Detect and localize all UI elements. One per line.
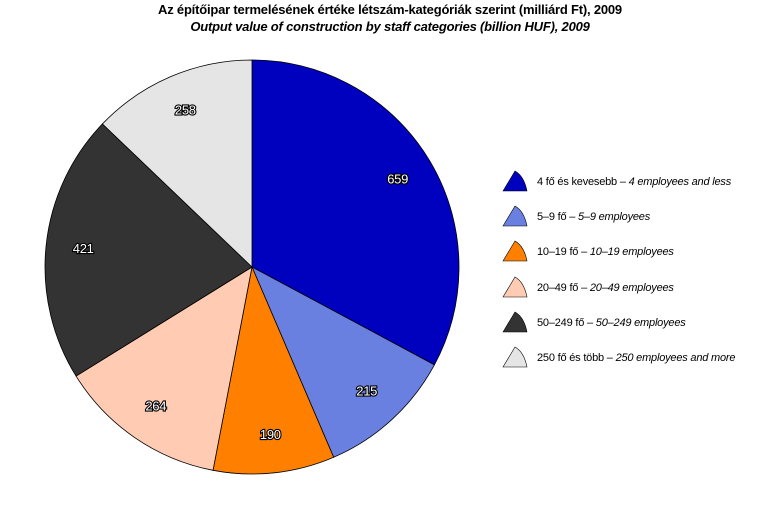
legend-item: 250 fő és több – 250 employees and more <box>502 346 735 381</box>
chart-title: Az építőipar termelésének értéke létszám… <box>158 2 622 17</box>
data-label: 421 <box>73 241 94 256</box>
pie-slices <box>44 59 460 475</box>
legend-item: 50–249 fő – 50–249 employees <box>502 311 735 346</box>
pie-slice <box>251 59 460 366</box>
legend-item: 5–9 fő – 5–9 employees <box>502 205 735 240</box>
data-label: 190 <box>260 427 281 442</box>
pie-slice <box>75 266 253 471</box>
legend-item: 4 fő és kevesebb – 4 employees and less <box>502 170 735 205</box>
pie-wedge-icon <box>502 240 528 262</box>
pie-wedge-icon <box>502 276 528 297</box>
pie-wedge-icon <box>502 205 528 227</box>
legend-label: 250 fő és több – 250 employees and more <box>537 351 736 364</box>
legend-label: 10–19 fő – 10–19 employees <box>537 246 674 259</box>
pie-data-labels: 659 215 190 264 421 258 <box>72 101 410 443</box>
chart-subtitle: Output value of construction by staff ca… <box>190 19 590 34</box>
data-label: 264 <box>145 398 166 413</box>
legend: 4 fő és kevesebb – 4 employees and less … <box>502 170 735 381</box>
legend-item: 10–19 fő – 10–19 employees <box>502 240 735 275</box>
legend-label: 4 fő és kevesebb – 4 employees and less <box>537 176 732 188</box>
legend-label: 50–249 fő – 50–249 employees <box>537 316 686 329</box>
legend-label: 5–9 fő – 5–9 employees <box>537 211 651 224</box>
pie-slice <box>44 123 253 377</box>
data-label: 659 <box>387 171 408 186</box>
pie-wedge-icon <box>502 346 528 368</box>
pie-slice <box>212 265 335 475</box>
pie-wedge-icon <box>502 170 528 192</box>
pie-slice <box>101 59 253 268</box>
data-label: 215 <box>356 384 377 399</box>
pie-slice <box>251 266 435 458</box>
legend-label: 20–49 fő – 20–49 employees <box>537 281 674 294</box>
pie-wedge-icon <box>502 311 528 333</box>
legend-item: 20–49 fő – 20–49 employees <box>502 276 735 311</box>
data-label: 258 <box>175 102 196 117</box>
